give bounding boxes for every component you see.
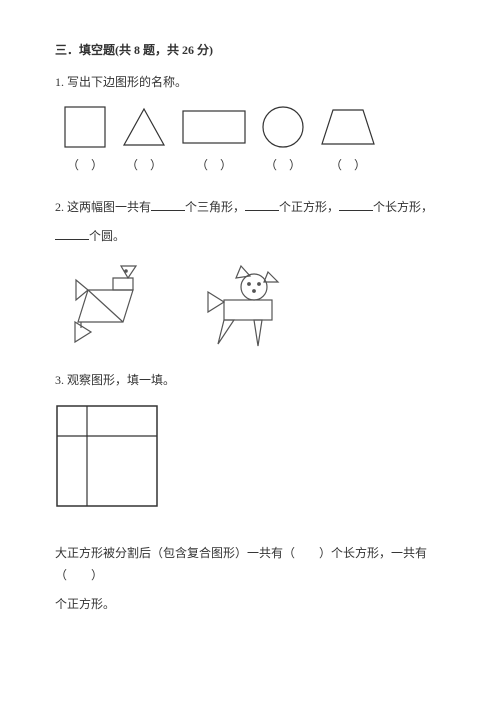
q1-labels-row: （ ） （ ） （ ） （ ） （ ） [63, 155, 450, 177]
q1-label: （ ） [121, 155, 167, 177]
blank [55, 226, 89, 240]
q1-shapes-row [63, 105, 450, 149]
q2-text: 个正方形， [279, 200, 339, 214]
q2-text: 个长方形， [373, 200, 433, 214]
blank [339, 197, 373, 211]
q1-prompt: 1. 写出下边图形的名称。 [55, 72, 450, 94]
circle-icon [261, 105, 305, 149]
q2-figures [63, 262, 450, 352]
trapezoid-icon [319, 107, 377, 147]
q1-label: （ ） [261, 155, 305, 177]
bird-figure-icon [63, 262, 158, 347]
q1-label: （ ） [181, 155, 247, 177]
rectangle-icon [181, 109, 247, 145]
q2-prompt: 2. 这两幅图一共有 个三角形， 个正方形， 个长方形， [55, 197, 450, 219]
cat-figure-icon [198, 262, 298, 352]
q2-text: 个三角形， [185, 200, 245, 214]
q1-label: （ ） [319, 155, 377, 177]
blank [151, 197, 185, 211]
q3-answer-line2: 个正方形。 [55, 594, 450, 616]
triangle-icon [121, 106, 167, 148]
q2-text: 2. 这两幅图一共有 [55, 200, 151, 214]
blank [245, 197, 279, 211]
q3-prompt: 3. 观察图形，填一填。 [55, 370, 450, 392]
q1-label: （ ） [63, 155, 107, 177]
grid-square-icon [55, 404, 159, 508]
q2-text: 个圆。 [89, 229, 125, 243]
section-title: 三．填空题(共 8 题，共 26 分) [55, 40, 450, 62]
q3-answer-line1: 大正方形被分割后（包含复合图形）一共有（ ）个长方形，一共有（ ） [55, 543, 450, 586]
q3-figure [55, 404, 450, 516]
q2-prompt-line2: 个圆。 [55, 226, 450, 248]
square-icon [63, 105, 107, 149]
